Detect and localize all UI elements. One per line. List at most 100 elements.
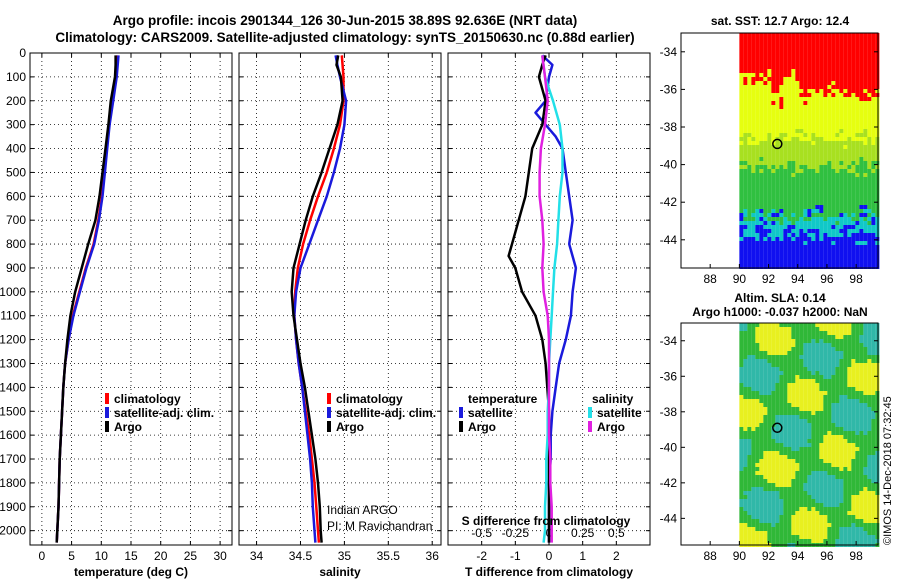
map-cell	[795, 335, 800, 339]
map-cell	[787, 539, 792, 543]
legend-s-satellite-swatch	[588, 407, 592, 418]
map-cell	[739, 515, 744, 519]
map-cell	[787, 197, 792, 201]
map-cell	[855, 455, 860, 459]
map-cell	[759, 523, 764, 527]
map-cell	[827, 33, 832, 37]
map-cell	[811, 161, 816, 165]
map-cell	[791, 407, 796, 411]
map-cell	[747, 379, 752, 383]
map-cell	[875, 245, 880, 249]
map-cell	[819, 459, 824, 463]
map-cell	[795, 455, 800, 459]
map-cell	[787, 515, 792, 519]
map-cell	[847, 221, 852, 225]
map-cell	[871, 197, 876, 201]
map-cell	[871, 45, 876, 49]
map-cell	[803, 503, 808, 507]
map-cell	[759, 475, 764, 479]
map-cell	[835, 471, 840, 475]
map-cell	[831, 511, 836, 515]
map-cell	[823, 133, 828, 137]
map-cell	[739, 443, 744, 447]
map-cell	[803, 165, 808, 169]
map-cell	[743, 105, 748, 109]
map-tick-label-x: 90	[733, 272, 747, 286]
map-cell	[855, 197, 860, 201]
map-cell	[791, 519, 796, 523]
map-cell	[855, 61, 860, 65]
map-cell	[739, 467, 744, 471]
map-cell	[855, 105, 860, 109]
map-cell	[807, 37, 812, 41]
map-cell	[771, 527, 776, 531]
map-cell	[847, 411, 852, 415]
map-cell	[835, 335, 840, 339]
map-cell	[807, 225, 812, 229]
map-cell	[763, 121, 768, 125]
map-cell	[767, 97, 772, 101]
map-cell	[795, 383, 800, 387]
map-cell	[835, 511, 840, 515]
map-cell	[763, 379, 768, 383]
map-cell	[811, 121, 816, 125]
map-cell	[835, 415, 840, 419]
map-cell	[831, 149, 836, 153]
map-cell	[843, 407, 848, 411]
map-cell	[759, 339, 764, 343]
map-cell	[855, 519, 860, 523]
map-cell	[775, 483, 780, 487]
map-cell	[831, 237, 836, 241]
map-cell	[855, 53, 860, 57]
map-cell	[819, 367, 824, 371]
map-cell	[867, 531, 872, 535]
map-cell	[759, 113, 764, 117]
map-cell	[751, 117, 756, 121]
map-cell	[823, 213, 828, 217]
map-cell	[763, 193, 768, 197]
map-cell	[823, 45, 828, 49]
map-cell	[795, 157, 800, 161]
map-cell	[775, 339, 780, 343]
map-cell	[799, 253, 804, 257]
map-cell	[811, 379, 816, 383]
map-cell	[751, 169, 756, 173]
map-cell	[751, 213, 756, 217]
map-cell	[847, 149, 852, 153]
map-cell	[787, 343, 792, 347]
map-cell	[875, 439, 880, 443]
map-cell	[771, 133, 776, 137]
map-cell	[771, 523, 776, 527]
map-cell	[807, 33, 812, 37]
map-cell	[747, 507, 752, 511]
map-cell	[799, 257, 804, 261]
tick-label-x: 15	[124, 549, 138, 563]
map-cell	[759, 519, 764, 523]
map-cell	[807, 467, 812, 471]
map-cell	[823, 363, 828, 367]
map-cell	[803, 73, 808, 77]
map-cell	[847, 327, 852, 331]
map-cell	[751, 455, 756, 459]
map-cell	[767, 475, 772, 479]
map-cell	[847, 399, 852, 403]
map-cell	[783, 37, 788, 41]
map-cell	[855, 177, 860, 181]
map-cell	[775, 403, 780, 407]
map-cell	[863, 447, 868, 451]
map-cell	[755, 145, 760, 149]
map-cell	[859, 375, 864, 379]
map-cell	[743, 487, 748, 491]
map-cell	[819, 169, 824, 173]
map-cell	[811, 451, 816, 455]
map-cell	[875, 69, 880, 73]
map-cell	[767, 157, 772, 161]
map-cell	[747, 153, 752, 157]
map-cell	[791, 415, 796, 419]
map-cell	[743, 217, 748, 221]
map-cell	[771, 101, 776, 105]
map-cell	[839, 391, 844, 395]
map-cell	[807, 435, 812, 439]
map-cell	[791, 419, 796, 423]
map-cell	[839, 261, 844, 265]
